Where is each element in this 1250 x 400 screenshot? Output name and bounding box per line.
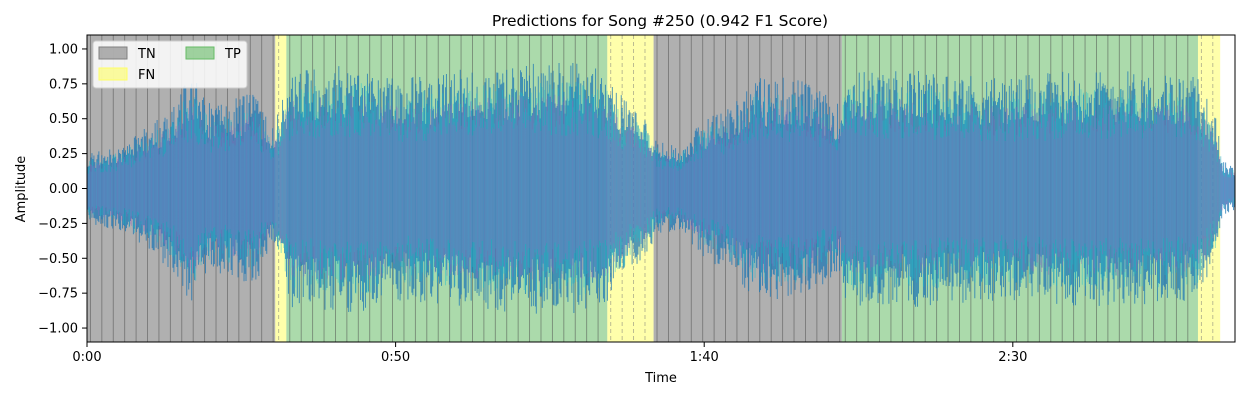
chart-title: Predictions for Song #250 (0.942 F1 Scor…: [492, 12, 828, 30]
legend-swatch-tp: [185, 46, 215, 60]
y-tick-label: −1.00: [38, 322, 78, 337]
legend-swatch-fn: [98, 67, 128, 81]
x-axis: 0:00 0:50 1:40 2:30: [72, 342, 1027, 365]
legend-label-tn: TN: [137, 47, 156, 62]
plot-area: [87, 35, 1235, 342]
y-axis-title: Amplitude: [14, 156, 29, 223]
x-tick-label: 2:30: [998, 350, 1027, 365]
waveform-series: [87, 94, 1235, 283]
y-axis: 1.00 0.75 0.50 0.25 0.00 −0.25 −0.50 −0.75 −1.00: [38, 42, 87, 337]
legend-swatch-tn: [98, 46, 128, 60]
x-tick-label: 0:00: [72, 350, 101, 365]
y-tick-label: 0.00: [49, 182, 78, 197]
y-tick-label: 0.50: [49, 112, 78, 127]
y-tick-label: 0.75: [49, 77, 78, 92]
y-tick-label: 0.25: [49, 147, 78, 162]
x-tick-label: 0:50: [381, 350, 410, 365]
waveform: [87, 62, 1235, 314]
waveform-series: [87, 62, 1235, 314]
x-tick-label: 1:40: [690, 350, 719, 365]
y-tick-label: −0.50: [38, 252, 78, 267]
y-tick-label: −0.25: [38, 217, 78, 232]
legend-label-fn: FN: [138, 68, 155, 83]
x-axis-title: Time: [644, 371, 677, 386]
y-tick-label: −0.75: [38, 287, 78, 302]
legend: TN FN TP: [92, 40, 248, 89]
y-tick-label: 1.00: [49, 42, 78, 57]
waveform-series: [87, 81, 1235, 296]
legend-label-tp: TP: [224, 47, 241, 62]
